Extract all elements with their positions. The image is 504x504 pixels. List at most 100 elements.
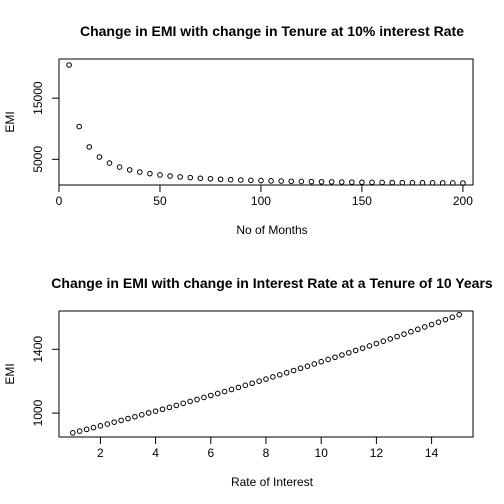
chart-1-point: [126, 167, 133, 173]
chart-2-point: [283, 369, 290, 376]
chart-2-x-axis-label: Rate of Interest: [231, 475, 314, 489]
chart-1-point: [460, 180, 466, 186]
chart-2-x-tick-label: 14: [425, 446, 439, 460]
chart-2-y-tick-label: 1400: [31, 336, 45, 363]
chart-2-point: [214, 390, 221, 397]
chart-2-point: [449, 314, 456, 321]
chart-1-point: [278, 178, 284, 184]
chart-2-point: [290, 367, 297, 374]
chart-2-point: [304, 363, 311, 369]
chart-2-x-tick-label: 12: [370, 446, 384, 460]
chart-1-point: [258, 177, 264, 184]
chart-1-point: [66, 62, 72, 68]
chart-1-point: [308, 178, 315, 185]
chart-1-point: [328, 179, 335, 185]
chart-1-point: [96, 154, 103, 160]
chart-2-point: [208, 392, 214, 399]
chart-2-point: [187, 398, 193, 405]
chart-2-point: [111, 419, 117, 425]
chart-2-point: [359, 345, 366, 351]
chart-1-point: [349, 179, 355, 185]
chart-1-point: [439, 180, 446, 186]
chart-2-point: [318, 358, 325, 365]
chart-2-y-tick-label: 1000: [31, 399, 45, 426]
chart-2-title: Change in EMI with change in Interest Ra…: [51, 275, 493, 291]
chart-1-point: [197, 175, 204, 182]
chart-2-point: [180, 400, 186, 407]
chart-2-point: [332, 354, 338, 361]
chart-2-point: [421, 324, 428, 330]
chart-2-point: [97, 423, 104, 429]
chart-2-point: [415, 326, 421, 333]
chart-2-point: [380, 338, 387, 344]
chart-1-point: [136, 169, 143, 175]
chart-2-point: [387, 336, 394, 342]
chart-1-point: [106, 160, 113, 166]
chart-2-point: [76, 428, 83, 434]
chart-2-point: [152, 408, 159, 414]
chart-2-point: [401, 331, 407, 337]
chart-2-point: [263, 376, 269, 382]
chart-1-point: [389, 179, 396, 186]
chart-2-point: [221, 388, 228, 395]
chart-2-point: [366, 343, 373, 349]
chart-2-point: [70, 430, 76, 436]
chart-2-point: [242, 382, 249, 389]
chart-1-plot-frame: [58, 58, 474, 186]
chart-2-point: [228, 386, 235, 393]
chart-2-point: [83, 426, 90, 433]
chart-1-point: [369, 179, 375, 186]
chart-1-point: [450, 180, 456, 186]
chart-2-x-tick-label: 10: [315, 446, 329, 460]
chart-1-point: [207, 175, 214, 182]
chart-2-point: [194, 396, 200, 403]
chart-1-point: [288, 178, 295, 185]
chart-1-point: [399, 179, 406, 186]
chart-2-x-tick-label: 4: [152, 446, 159, 460]
chart-2-point: [325, 356, 331, 363]
chart-1-point: [379, 179, 385, 186]
chart-1-point: [86, 144, 93, 150]
chart-2-point: [249, 380, 255, 387]
chart-1-point: [76, 123, 82, 130]
chart-1-y-tick-label: 15000: [31, 81, 45, 115]
chart-2-point: [139, 412, 145, 418]
chart-2-point: [125, 415, 131, 422]
chart-1-y-axis-label: EMI: [3, 111, 17, 132]
chart-2-point: [311, 361, 318, 367]
chart-1-point: [147, 170, 153, 177]
chart-2-point: [435, 319, 442, 325]
chart-2-point: [104, 421, 111, 427]
chart-1-x-tick-label: 100: [251, 194, 271, 208]
chart-2-point: [373, 340, 380, 347]
chart-1-point: [419, 179, 426, 186]
chart-1-point: [157, 172, 163, 178]
chart-1-point: [227, 176, 234, 183]
chart-2-point: [394, 333, 400, 340]
chart-2-point: [277, 371, 283, 378]
chart-2-point: [339, 352, 345, 358]
chart-2-point: [297, 365, 304, 372]
chart-2-point: [352, 347, 359, 354]
chart-1-point: [116, 164, 123, 170]
chart-2-point: [270, 374, 276, 380]
chart-2-point: [118, 417, 124, 424]
chart-1-x-tick-label: 200: [453, 194, 473, 208]
chart-2-point: [235, 384, 242, 391]
chart-1-point: [187, 174, 194, 181]
chart-1-point: [359, 179, 365, 186]
chart-1-x-tick-label: 150: [352, 194, 372, 208]
chart-1-point: [217, 176, 224, 183]
chart-2-point: [346, 349, 352, 356]
chart-1-point: [338, 179, 345, 185]
chart-2-point: [201, 394, 207, 401]
chart-2-y-axis-label: EMI: [3, 363, 17, 384]
chart-1-y-tick-label: 5000: [31, 146, 45, 173]
chart-2-x-tick-label: 2: [97, 446, 104, 460]
chart-1-point: [237, 177, 244, 183]
chart-2-point: [132, 413, 138, 420]
chart-2-point: [145, 410, 152, 416]
chart-2-x-tick-label: 8: [263, 446, 270, 460]
chart-2-point: [90, 424, 97, 431]
